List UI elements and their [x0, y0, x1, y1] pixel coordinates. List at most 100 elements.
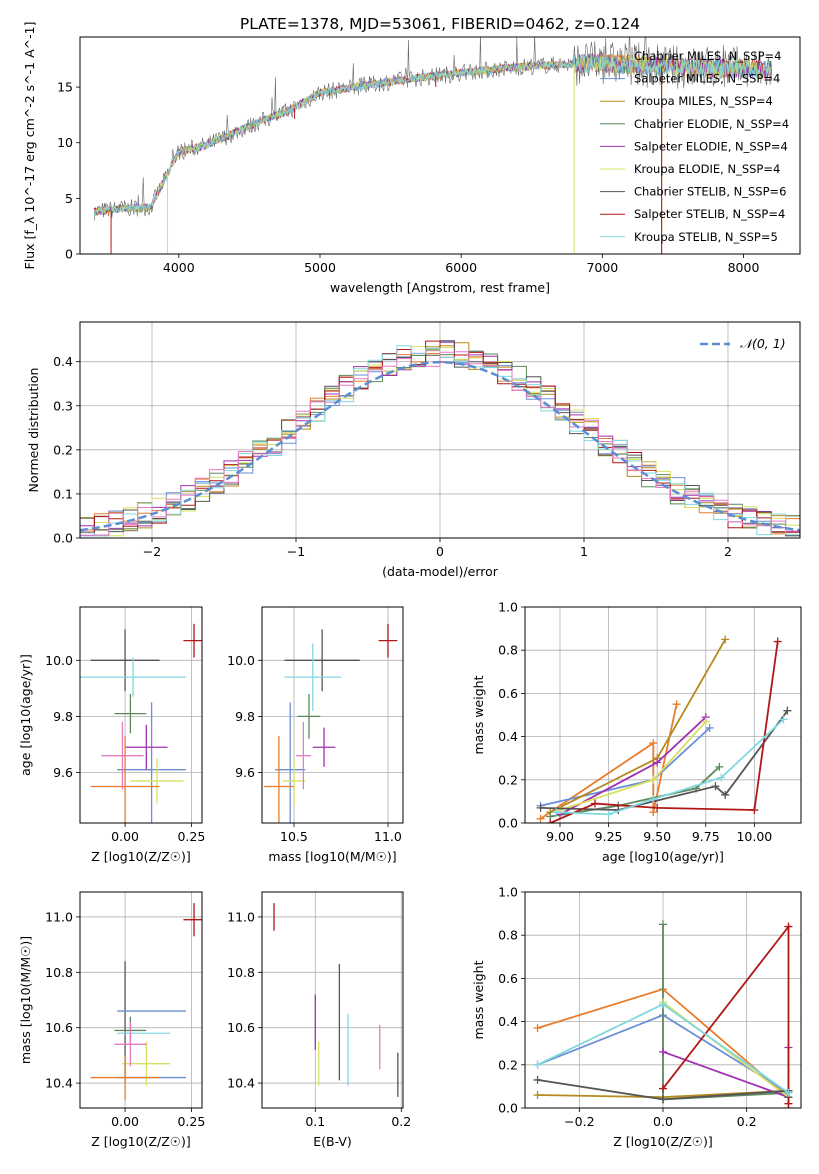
weight-marker	[672, 700, 681, 709]
figure-title: PLATE=1378, MJD=53061, FIBERID=0462, z=0…	[240, 15, 640, 33]
age-vs-mass-panel: 10.5 11.0 9.6 9.8 10.0 mass [log10(M/M☉)]	[227, 606, 404, 864]
weight-marker	[750, 806, 759, 815]
errorbar-point	[263, 736, 294, 823]
weight-marker	[552, 808, 561, 817]
legend-entry: 𝒩(0, 1)	[740, 336, 786, 351]
plot-frame	[524, 606, 802, 824]
errorbars	[90, 903, 202, 1100]
weight-marker	[705, 723, 714, 732]
plot-frame	[524, 891, 802, 1109]
x-tick-label: 8000	[728, 260, 760, 275]
x-tick-label: 9.25	[595, 829, 623, 844]
errorbar-point	[80, 657, 187, 697]
age-vs-metallicity-panel: 0.00 0.25 9.6 9.8 10.0 Z [log10(Z/Z☉)] age [lo…	[18, 606, 205, 864]
weight-marker	[546, 819, 555, 823]
x-tick-label: 2	[724, 544, 732, 559]
y-tick-label: 1.0	[498, 885, 518, 900]
weight-marker	[533, 1091, 542, 1100]
x-axis-label: E(B-V)	[313, 1134, 352, 1149]
plot-frame	[79, 321, 801, 539]
normal-curve	[80, 360, 800, 532]
x-axis-label: Z [log10(Z/Z☉)]	[613, 1134, 713, 1149]
weight-marker	[715, 762, 724, 771]
weight-marker	[536, 814, 545, 823]
weight-marker	[649, 739, 658, 748]
weight-marker	[659, 920, 667, 929]
y-tick-label: 0.2	[498, 1057, 518, 1072]
errorbars	[80, 623, 202, 823]
weight-marker	[711, 782, 720, 791]
y-tick-label: 11.0	[227, 909, 255, 924]
x-tick-label: 9.50	[643, 829, 671, 844]
errorbar-point	[284, 643, 341, 711]
legend-entry: Salpeter MILES, N_SSP=4	[634, 72, 780, 86]
residual-histogram-panel: −2 −1 0 1 2 0.0 0.1 0.2 0.3 0.4 (data-model)/error…	[26, 321, 801, 579]
y-tick-label: 5	[65, 191, 73, 206]
y-tick-label: 0.0	[53, 531, 73, 546]
x-tick-label: 5000	[304, 260, 336, 275]
y-axis-label: mass weight	[471, 960, 486, 1039]
weight-marker	[649, 808, 658, 817]
legend-entry: Salpeter ELODIE, N_SSP=4	[634, 139, 788, 153]
plot-frame	[79, 606, 203, 824]
errorbar-point	[90, 1055, 160, 1100]
weight-marker	[659, 1047, 667, 1056]
errorbar-point	[282, 758, 306, 804]
histogram-steps	[80, 340, 800, 537]
y-axis-label: age [log10(age/yr)]	[18, 654, 33, 776]
y-tick-label: 0.0	[498, 816, 518, 831]
legend-entry: Kroupa STELIB, N_SSP=5	[634, 230, 778, 244]
weight-marker	[721, 635, 730, 644]
errorbar-point	[295, 722, 311, 790]
weight-marker	[649, 775, 658, 784]
spectrum-kroupa-stelib	[93, 53, 773, 216]
plot-frame	[261, 891, 404, 1109]
mass-vs-metallicity-panel: 0.00 0.25 10.4 10.6 10.8 11.0 Z [log10(Z/Z☉)] m…	[18, 891, 205, 1149]
y-tick-label: 0.4	[53, 354, 73, 369]
weight-series	[662, 923, 790, 1104]
legend-entry: Chabrier STELIB, N_SSP=6	[634, 185, 786, 199]
x-tick-label: 0.2	[391, 1114, 411, 1129]
x-tick-label: 10.5	[280, 829, 308, 844]
x-tick-label: −2	[143, 544, 161, 559]
weight-marker	[653, 758, 662, 767]
weight-marker	[659, 1084, 667, 1093]
y-axis-label: mass [log10(M/M☉)]	[18, 936, 33, 1064]
y-tick-label: 11.0	[45, 909, 73, 924]
weight-marker	[784, 1099, 793, 1108]
weight-marker	[536, 803, 545, 812]
y-tick-label: 0.8	[498, 643, 518, 658]
y-tick-label: 10.0	[45, 653, 73, 668]
y-tick-label: 10.8	[45, 965, 73, 980]
x-tick-label: 4000	[163, 260, 195, 275]
y-tick-label: 10.4	[45, 1076, 73, 1091]
y-tick-label: 10.4	[227, 1076, 255, 1091]
weight-lines	[533, 920, 793, 1108]
legend-entry: Chabrier MILES, N_SSP=4	[634, 49, 781, 63]
mass-vs-ebv-panel: 0.1 0.2 10.4 10.6 10.8 11.0 E(B-V)	[227, 891, 411, 1149]
spectrum-lines	[93, 37, 773, 254]
weight-marker	[659, 1095, 667, 1104]
weight-marker	[784, 1088, 793, 1097]
legend-entry: Kroupa ELODIE, N_SSP=4	[634, 162, 780, 176]
weight-marker	[649, 795, 658, 804]
weight-marker	[659, 1000, 667, 1009]
weight-marker	[590, 799, 599, 808]
x-axis-label: Z [log10(Z/Z☉)]	[91, 1134, 191, 1149]
legend-entry: Chabrier ELODIE, N_SSP=4	[634, 117, 789, 131]
mass-weight-vs-age-panel: 9.00 9.25 9.50 9.75 10.00 0.0 0.2 0.4 0.6 0.8 1.0 a…	[471, 600, 802, 864]
x-tick-label: 7000	[586, 260, 618, 275]
x-tick-label: 0	[436, 544, 444, 559]
y-tick-label: 9.8	[53, 709, 73, 724]
weight-marker	[604, 810, 613, 819]
weight-marker	[533, 1024, 542, 1033]
y-tick-label: 0.4	[498, 1014, 518, 1029]
weight-marker	[653, 803, 662, 812]
x-tick-label: 0.0	[653, 1114, 673, 1129]
x-tick-label: 1	[580, 544, 588, 559]
weight-series	[559, 716, 707, 816]
errorbar-point	[101, 722, 144, 790]
y-axis-label: Normed distribution	[26, 368, 41, 493]
x-axis-label: Z [log10(Z/Z☉)]	[91, 849, 191, 864]
y-tick-label: 10.6	[45, 1020, 73, 1035]
